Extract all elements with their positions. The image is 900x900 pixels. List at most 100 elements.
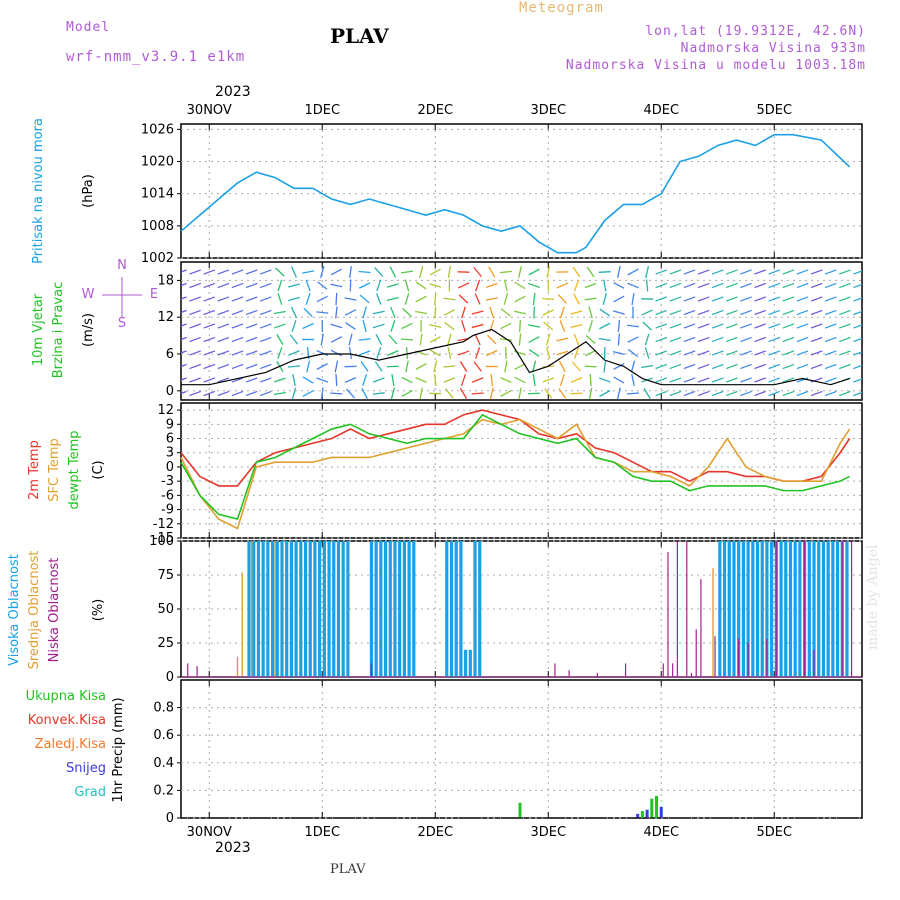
- wind-arrow: [697, 350, 710, 356]
- wind-arrow: [330, 392, 343, 395]
- wind-arrow: [259, 390, 272, 397]
- wind-arrow: [245, 390, 258, 397]
- wind-arrow: [390, 387, 395, 400]
- wind-arrow: [669, 309, 682, 316]
- wind-arrow: [796, 296, 809, 302]
- wind-arrow: [572, 361, 581, 372]
- wind-arrow: [559, 306, 565, 319]
- wind-arrow: [291, 320, 297, 332]
- wind-arrow: [853, 378, 862, 383]
- wind-arrow: [485, 283, 498, 288]
- wind-arrow: [514, 295, 526, 303]
- wind-arrow: [245, 296, 258, 302]
- wind-arrow: [726, 323, 738, 329]
- wind-arrow: [711, 377, 724, 383]
- wind-arrow: [445, 388, 454, 399]
- wind-arrow: [669, 350, 682, 356]
- cloud-high-bar: [266, 541, 270, 677]
- wind-arrow: [839, 363, 851, 370]
- wind-arrow: [613, 376, 625, 384]
- wind-arrow: [768, 390, 781, 397]
- wind-arrow: [683, 269, 696, 275]
- wind-arrow: [514, 363, 526, 370]
- wind-arrow: [782, 336, 795, 343]
- precip-bar: [655, 795, 659, 818]
- bottom-day-label: 30NOV: [187, 825, 232, 840]
- wind-arrow: [344, 377, 357, 383]
- precip-ylabel: 1hr Precip (mm): [111, 697, 126, 802]
- wind-arrow: [305, 293, 311, 305]
- wind-arrow: [404, 293, 410, 305]
- wind-arrow: [457, 350, 470, 356]
- cloud-high-bar: [449, 541, 454, 677]
- top-day-label: 3DEC: [530, 103, 566, 118]
- wind-arrow: [616, 387, 621, 400]
- wind-arrow: [245, 323, 258, 329]
- wind-arrow: [500, 390, 512, 397]
- wind-arrow: [316, 350, 329, 356]
- cloud-high-bar: [722, 541, 727, 677]
- precip-bar: [650, 798, 654, 818]
- cloud-high-bar: [393, 541, 397, 677]
- cloud-high-bar: [289, 541, 293, 677]
- wind-arrow: [316, 377, 329, 383]
- precip-legend-item: Grad: [74, 785, 106, 800]
- wind-arrow: [277, 279, 283, 292]
- temperature-ytick-label: -3: [161, 474, 174, 489]
- wind-arrow: [613, 295, 625, 303]
- wind-arrow: [346, 388, 355, 399]
- wind-arrow: [429, 349, 441, 357]
- wind-arrow: [471, 377, 484, 383]
- wind-arrow: [754, 282, 766, 289]
- wind-arrow: [277, 293, 283, 305]
- cloud-high-bar: [732, 541, 736, 677]
- wind-arrow: [574, 347, 579, 359]
- wind-arrow: [768, 363, 781, 370]
- wind-arrow: [754, 309, 766, 316]
- wind-arrow: [259, 377, 272, 383]
- wind-arrow: [217, 336, 230, 343]
- wind-arrow: [330, 323, 343, 329]
- wind-arrow: [810, 309, 823, 316]
- temperature-ytick-label: -6: [161, 488, 174, 503]
- wind-arrow: [386, 297, 399, 301]
- lonlat-label: lon,lat (19.9312E, 42.6N): [645, 24, 866, 39]
- cloud-high-bar: [737, 541, 741, 677]
- wind-arrow: [559, 320, 566, 332]
- temp-unit: (C): [91, 460, 106, 479]
- wind-arrow: [839, 350, 851, 356]
- wind-arrow: [697, 363, 710, 370]
- cloud-high-bar: [336, 541, 341, 677]
- wind-arrow: [259, 336, 272, 343]
- cloud-high-bar: [835, 541, 840, 677]
- wind-arrow: [631, 292, 635, 306]
- precip-frame: [180, 679, 863, 819]
- wind-arrow: [740, 350, 752, 356]
- cloud-high-bar: [727, 541, 731, 677]
- wind-arrow: [642, 321, 652, 331]
- wind-arrow: [602, 293, 607, 305]
- wind-arrow: [726, 390, 738, 397]
- wind-arrow: [181, 309, 187, 314]
- wind-arrow: [245, 350, 258, 356]
- wind-arrow: [532, 292, 536, 306]
- model-value: wrf-nmm_v3.9.1 e1km: [66, 49, 246, 65]
- wind-arrow: [474, 333, 481, 346]
- wind-arrow: [570, 324, 583, 328]
- wind-arrow: [528, 282, 541, 289]
- wind-arrow: [500, 322, 512, 330]
- wind-arrow: [599, 390, 611, 397]
- precip-legend-item: Konvek.Kisa: [28, 713, 106, 728]
- wind-arrow: [386, 283, 399, 288]
- wind-arrow: [514, 376, 526, 384]
- wind-arrow: [231, 390, 244, 397]
- cloud-high-bar: [817, 541, 821, 677]
- cloud-high-bar: [807, 541, 811, 677]
- wind-arrow: [290, 306, 298, 319]
- wind-arrow: [616, 265, 621, 279]
- wind-arrow: [740, 296, 752, 302]
- cloud-high-bar: [402, 541, 406, 677]
- wind-arrow: [683, 323, 696, 329]
- wind-arrow: [810, 363, 823, 370]
- wind-arrow: [598, 337, 611, 342]
